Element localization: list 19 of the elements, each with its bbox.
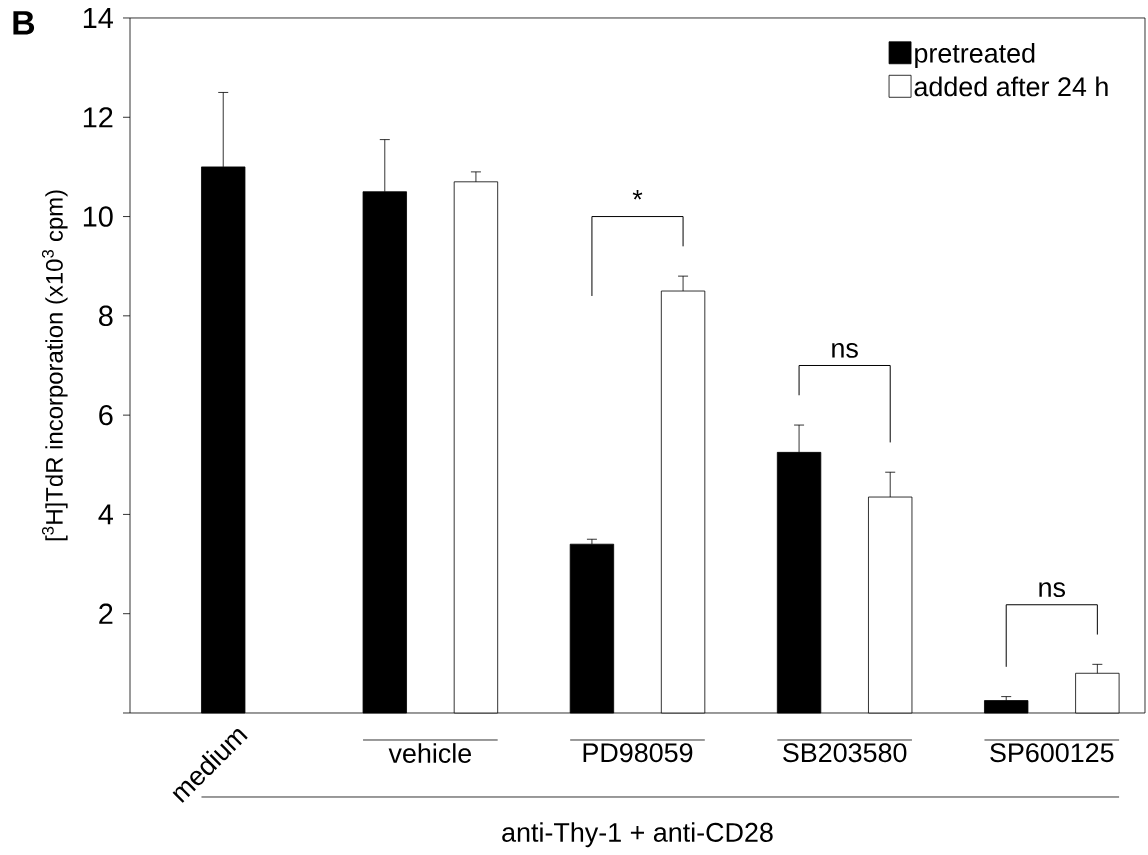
legend-label: added after 24 h [914,76,1108,97]
x-tick-label: vehicle [388,743,472,763]
annotation: ns [1039,582,1066,598]
y-tick-label: 10 [83,206,113,227]
annotation: ns [832,343,858,358]
y-tick-label: 2 [99,603,113,624]
y-tick-label: 6 [99,404,113,426]
annotation: * [632,190,643,200]
y-axis-title: [$^{3}$H]TdR incorporation (x10$^{3}$ cpm) [41,190,68,541]
y-tick-label: 12 [83,107,113,128]
y-tick-label: 14 [83,8,113,28]
x-tick-label: SP600125 [990,743,1114,763]
text: B [13,11,35,35]
x-tick-label: SB203580 [783,743,907,763]
legend-label: pretreated [915,43,1035,69]
y-tick-label: 4 [98,504,113,525]
x-axis-title: anti-Thy-1 + anti-CD28 [502,822,773,848]
y-tick-label: 8 [99,305,113,327]
x-tick-label: PD98059 [583,743,693,763]
